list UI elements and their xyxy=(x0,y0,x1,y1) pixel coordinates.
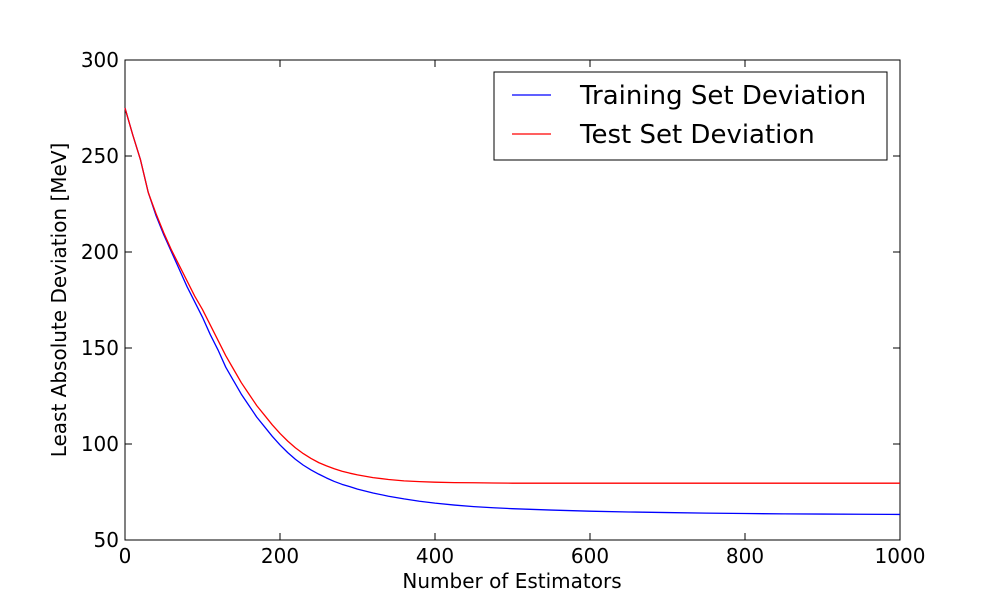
y-tick-label: 100 xyxy=(81,432,119,456)
y-tick-label: 150 xyxy=(81,336,119,360)
x-tick-label: 800 xyxy=(726,544,764,568)
y-tick-label: 300 xyxy=(81,48,119,72)
x-tick-label: 400 xyxy=(416,544,454,568)
y-axis-title: Least Absolute Deviation [MeV] xyxy=(47,143,71,458)
x-tick-label: 600 xyxy=(571,544,609,568)
y-tick-label: 250 xyxy=(81,144,119,168)
y-tick-labels: 50 100 150 200 250 300 xyxy=(81,48,119,552)
y-tick-label: 50 xyxy=(94,528,119,552)
x-tick-label: 1000 xyxy=(875,544,926,568)
x-tick-labels: 0 200 400 600 800 1000 xyxy=(119,544,926,568)
legend-label-1: Training Set Deviation xyxy=(579,81,866,111)
x-tick-label: 200 xyxy=(261,544,299,568)
x-axis-title: Number of Estimators xyxy=(402,569,621,593)
series-line-1 xyxy=(124,107,901,516)
series-line-2 xyxy=(124,107,900,484)
x-tick-label: 0 xyxy=(119,544,132,568)
legend: Training Set Deviation Test Set Deviation xyxy=(493,71,888,161)
series-layer xyxy=(124,107,901,516)
legend-label-2: Test Set Deviation xyxy=(579,120,815,150)
tick-layer xyxy=(124,59,901,541)
y-tick-label: 200 xyxy=(81,240,119,264)
legend-box xyxy=(493,71,888,161)
